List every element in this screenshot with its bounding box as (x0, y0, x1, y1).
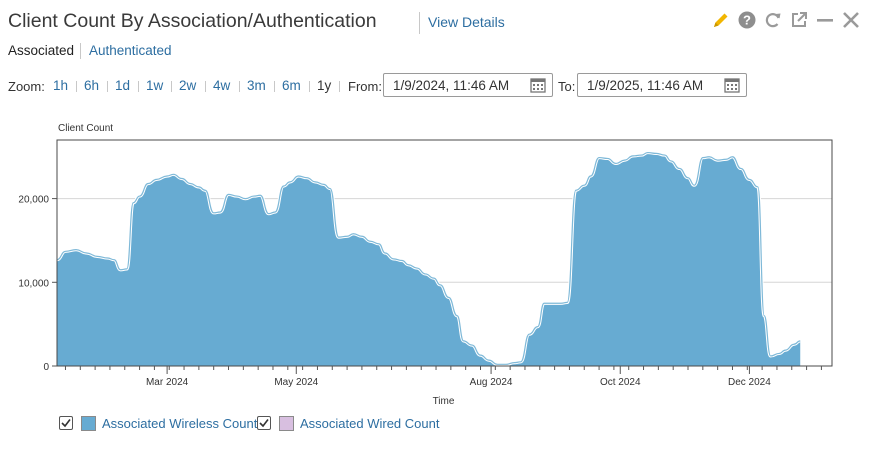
zoom-divider (138, 81, 139, 92)
zoom-bar: Zoom: 1h 6h 1d 1w 2w 4w 3m 6m 1y From: 1… (8, 73, 858, 99)
title-divider (419, 12, 420, 34)
legend-item-wireless[interactable]: Associated Wireless Count (59, 416, 259, 434)
to-date-field[interactable]: 1/9/2025, 11:46 AM (577, 73, 747, 97)
page-title: Client Count By Association/Authenticati… (8, 10, 377, 32)
zoom-option-1h[interactable]: 1h (53, 78, 69, 93)
tab-divider (80, 43, 81, 59)
refresh-icon[interactable] (763, 9, 783, 31)
calendar-icon[interactable] (530, 77, 546, 93)
legend-label-wireless[interactable]: Associated Wireless Count (102, 416, 258, 431)
wired-checkbox[interactable] (257, 416, 271, 430)
tab-associated[interactable]: Associated (8, 43, 75, 58)
zoom-option-4w[interactable]: 4w (213, 78, 231, 93)
header: Client Count By Association/Authenticati… (8, 8, 863, 36)
zoom-label: Zoom: (8, 79, 45, 94)
popout-icon[interactable] (789, 9, 809, 31)
y-axis-title: Client Count (58, 123, 113, 134)
zoom-divider (274, 81, 275, 92)
calendar-icon[interactable] (724, 77, 740, 93)
svg-text:?: ? (743, 13, 751, 28)
plot-border (56, 139, 833, 367)
y-tick-label: 10,000 (18, 278, 49, 289)
zoom-option-1d[interactable]: 1d (115, 78, 131, 93)
x-tick-label: Mar 2024 (146, 377, 189, 388)
zoom-option-2w[interactable]: 2w (179, 78, 197, 93)
zoom-option-6h[interactable]: 6h (84, 78, 100, 93)
x-tick-label: Oct 2024 (600, 377, 641, 388)
minimize-icon[interactable] (815, 9, 835, 31)
to-date-value: 1/9/2025, 11:46 AM (587, 78, 704, 93)
help-icon[interactable]: ? (737, 9, 757, 31)
view-details-link[interactable]: View Details (428, 14, 505, 30)
series-area-wireless (57, 152, 801, 366)
zoom-option-1w[interactable]: 1w (146, 78, 164, 93)
wired-swatch (279, 416, 294, 431)
legend-label-wired[interactable]: Associated Wired Count (300, 416, 440, 431)
zoom-divider (239, 81, 240, 92)
x-tick-label: May 2024 (274, 377, 318, 388)
toolbar: ? (711, 8, 861, 32)
zoom-divider (205, 81, 206, 92)
zoom-divider (76, 81, 77, 92)
wireless-checkbox[interactable] (59, 416, 73, 430)
legend-item-wired[interactable]: Associated Wired Count (257, 416, 457, 434)
tab-authenticated[interactable]: Authenticated (89, 43, 172, 58)
zoom-divider (107, 81, 108, 92)
x-tick-label: Dec 2024 (728, 377, 771, 388)
x-axis-title: Time (433, 396, 455, 407)
zoom-divider (171, 81, 172, 92)
from-date-value: 1/9/2024, 11:46 AM (393, 78, 510, 93)
zoom-option-3m[interactable]: 3m (247, 78, 266, 93)
zoom-option-1y[interactable]: 1y (317, 78, 332, 93)
from-label: From: (348, 79, 382, 94)
x-tick-label: Aug 2024 (470, 377, 513, 388)
to-label: To: (558, 79, 576, 94)
y-tick-label: 20,000 (18, 195, 49, 206)
client-count-chart: 0 10,000 20,000 Mar 2024 May 2024 Aug 2024 Oct… (18, 123, 833, 407)
zoom-divider (309, 81, 310, 92)
y-tick-label: 0 (43, 362, 49, 373)
series-line-wireless (56, 151, 801, 365)
wireless-swatch (81, 416, 96, 431)
zoom-divider (339, 81, 340, 92)
pencil-icon[interactable] (711, 9, 731, 31)
zoom-option-6m[interactable]: 6m (282, 78, 301, 93)
close-icon[interactable] (841, 9, 861, 31)
from-date-field[interactable]: 1/9/2024, 11:46 AM (383, 73, 553, 97)
